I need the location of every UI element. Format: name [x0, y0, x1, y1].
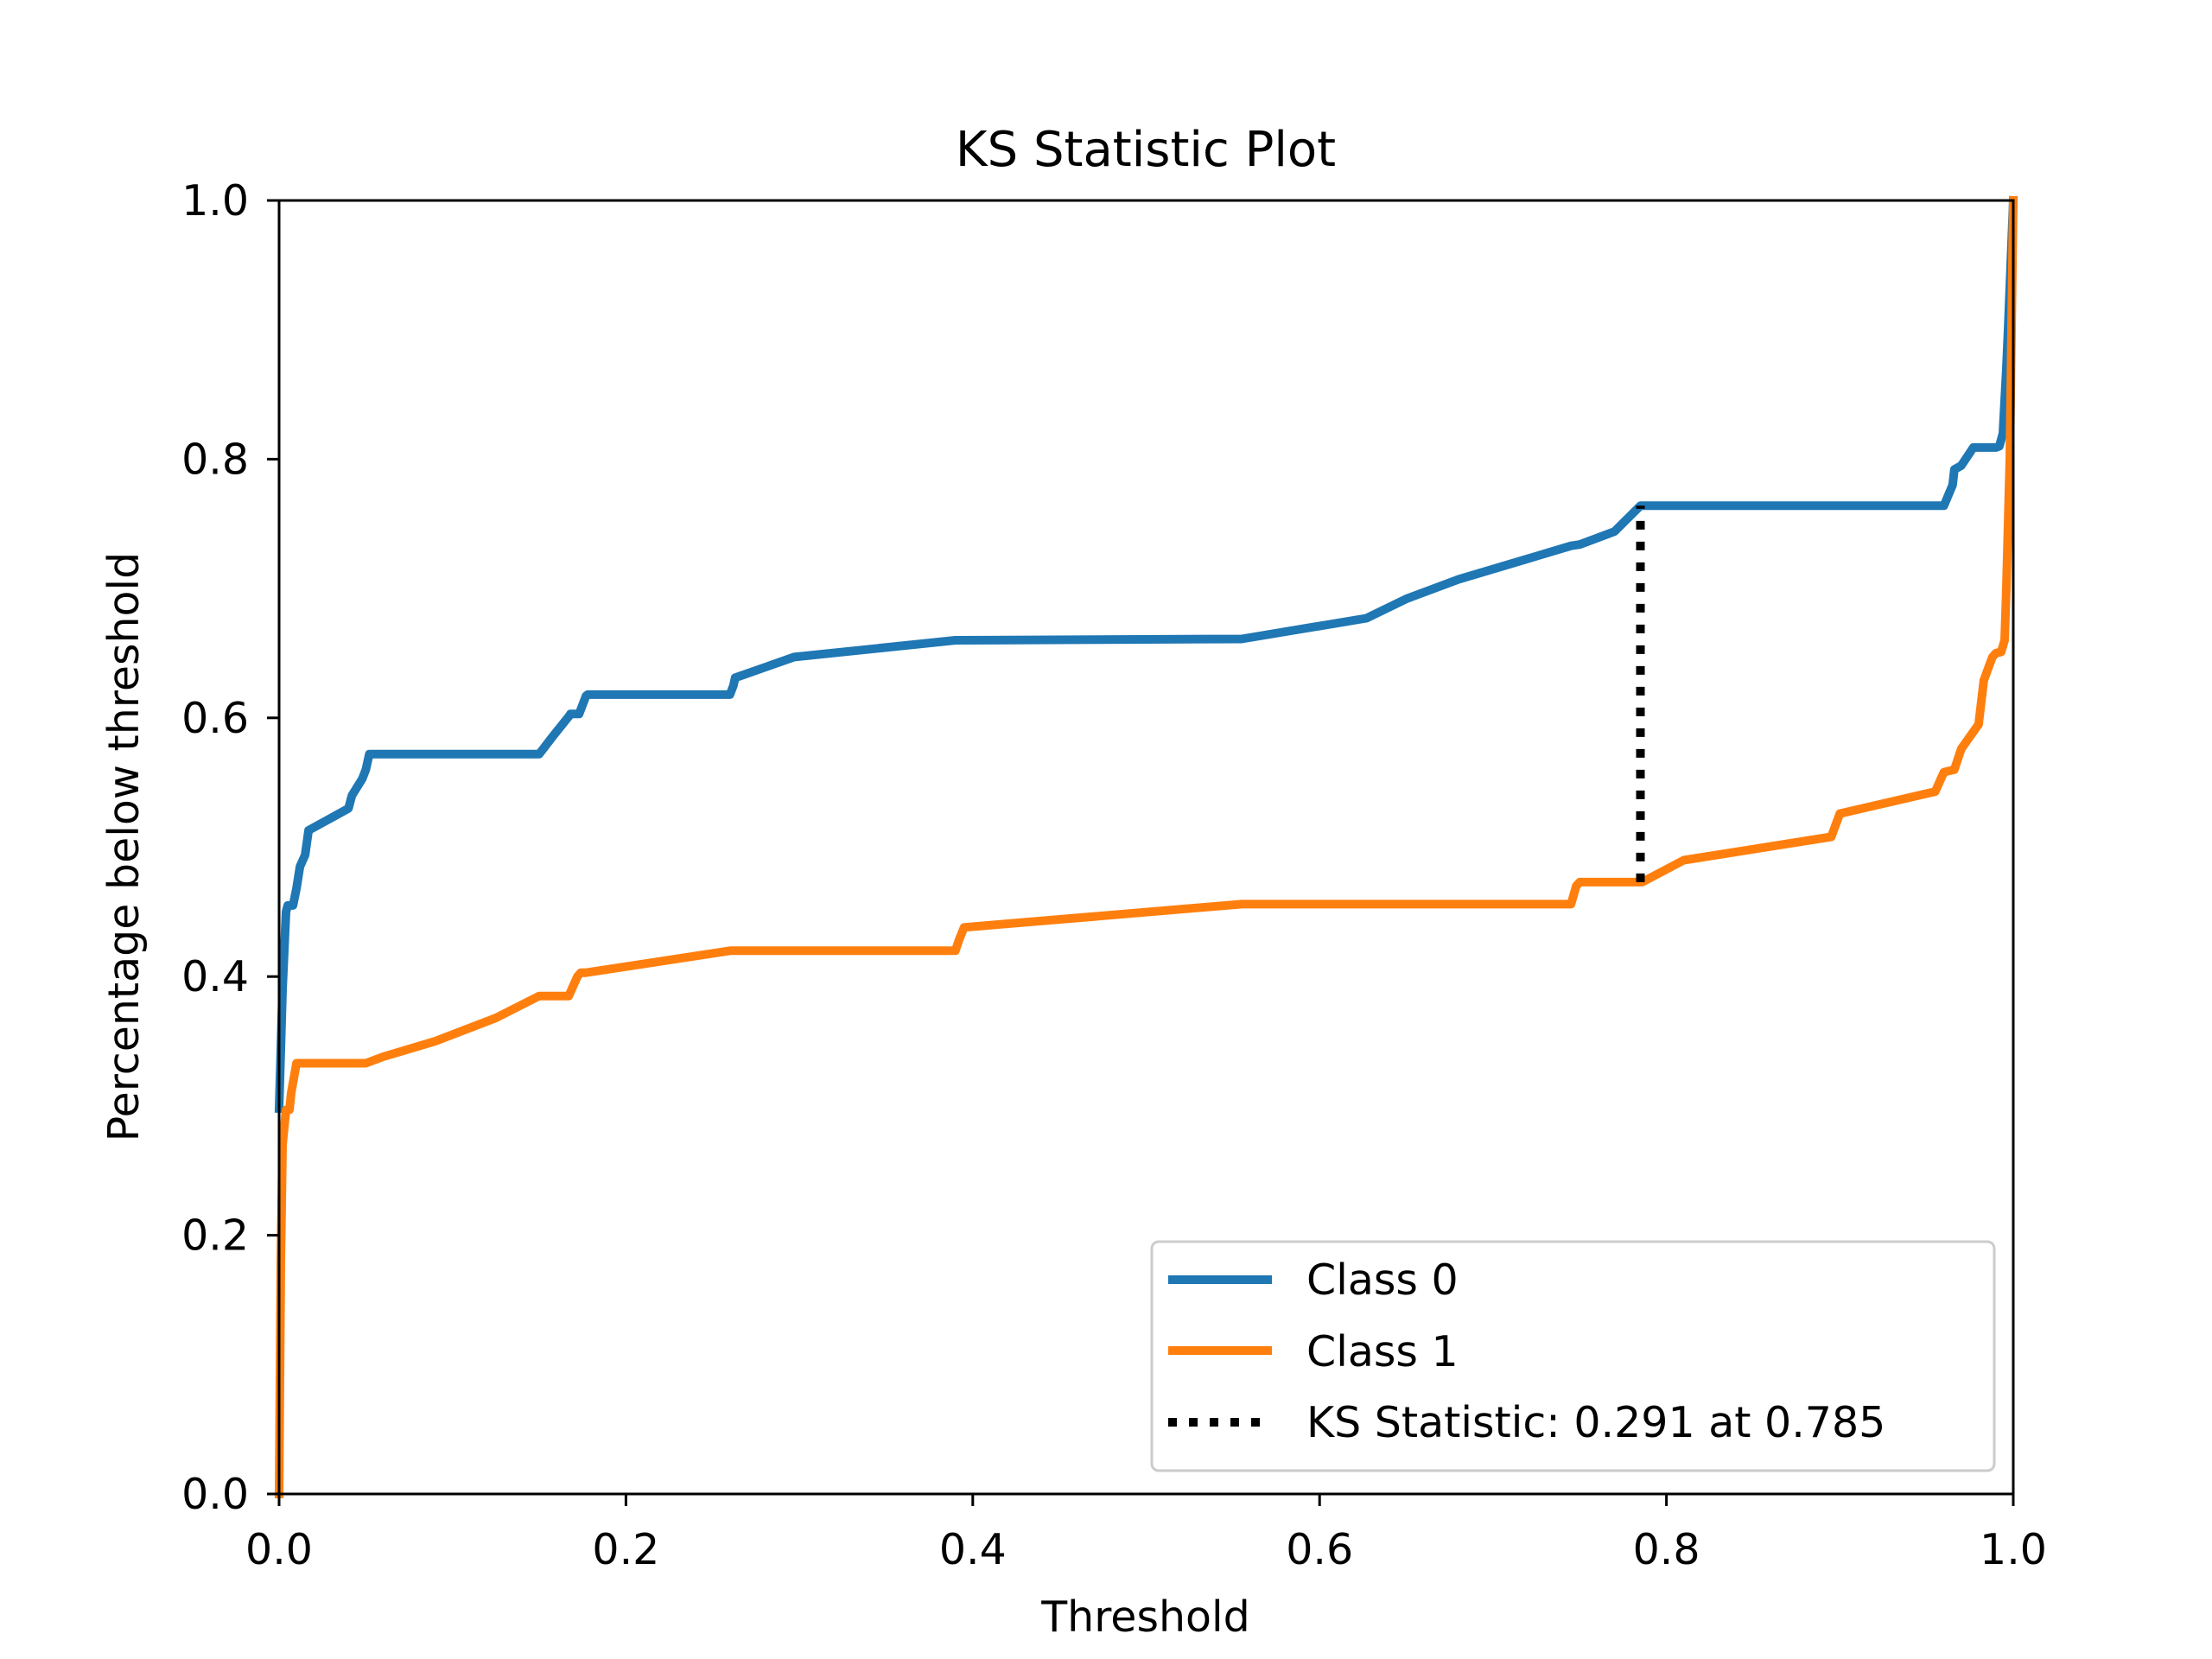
y-axis-ticks: 0.0 0.2 0.4 0.6 0.8 1.0 — [181, 176, 279, 1519]
y-tick-label: 0.4 — [181, 952, 249, 1001]
y-tick-label: 0.8 — [181, 435, 249, 484]
y-tick-label: 0.6 — [181, 694, 249, 743]
legend-label-class-1: Class 1 — [1306, 1327, 1459, 1376]
x-tick-label: 0.0 — [245, 1525, 313, 1574]
legend: Class 0 Class 1 KS Statistic: 0.291 at 0… — [1150, 1240, 1996, 1472]
x-tick-label: 1.0 — [1980, 1525, 2047, 1574]
series-line-class-0 — [274, 195, 2018, 1114]
series-layer — [274, 195, 2018, 1499]
chart-title: KS Statistic Plot — [956, 122, 1336, 178]
x-axis-ticks: 0.0 0.2 0.4 0.6 0.8 1.0 — [245, 1494, 2047, 1574]
legend-label-class-0: Class 0 — [1306, 1255, 1459, 1305]
series-line-class-1 — [274, 195, 2018, 1499]
legend-box — [1150, 1240, 1996, 1472]
y-axis-label: Percentage below threshold — [99, 552, 149, 1141]
x-axis-label: Threshold — [1040, 1592, 1249, 1642]
x-tick-label: 0.8 — [1633, 1525, 1700, 1574]
x-tick-label: 0.2 — [592, 1525, 659, 1574]
y-tick-label: 0.2 — [181, 1211, 249, 1261]
legend-label-ks-statistic: KS Statistic: 0.291 at 0.785 — [1306, 1398, 1885, 1447]
y-tick-label: 1.0 — [181, 176, 249, 226]
x-tick-label: 0.4 — [939, 1525, 1007, 1574]
plot-frame — [277, 199, 2015, 1496]
x-tick-label: 0.6 — [1286, 1525, 1353, 1574]
y-tick-label: 0.0 — [181, 1470, 249, 1519]
